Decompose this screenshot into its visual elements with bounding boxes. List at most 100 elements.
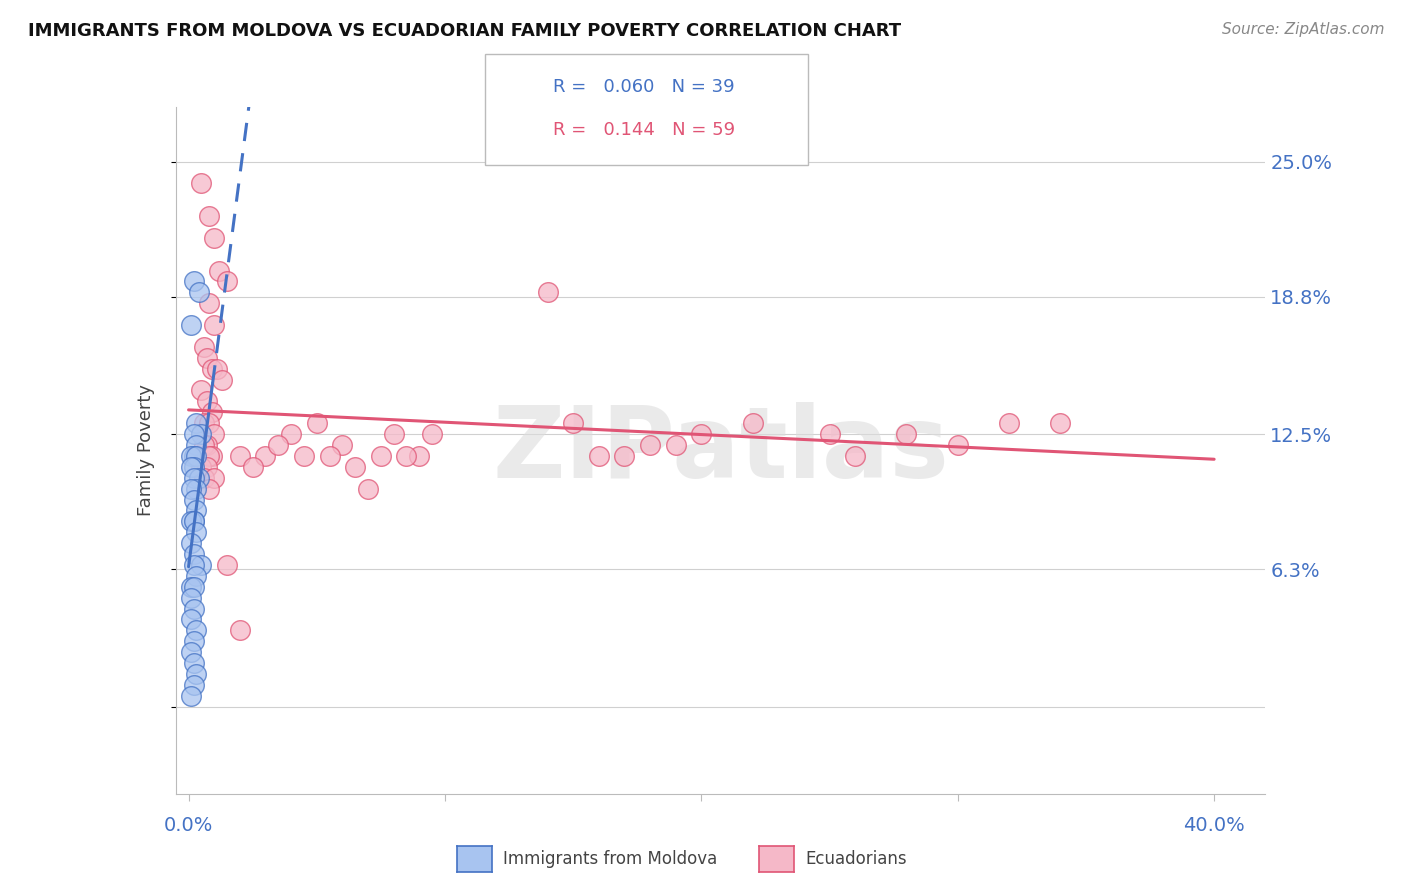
Point [588, 449, 610, 463]
Text: 40.0%: 40.0% [1184, 815, 1244, 835]
Point [202, 427, 225, 442]
Point [183, 275, 205, 289]
Point [180, 514, 202, 528]
Point [305, 416, 328, 430]
Point [613, 449, 636, 463]
Point [741, 416, 763, 430]
Point [180, 689, 202, 703]
Point [183, 459, 205, 474]
Point [186, 525, 208, 540]
Point [198, 482, 221, 496]
Point [180, 645, 202, 659]
Point [180, 580, 202, 594]
Point [201, 405, 224, 419]
Point [195, 438, 218, 452]
Point [186, 438, 208, 452]
Point [536, 285, 558, 300]
Point [229, 449, 252, 463]
Point [193, 471, 215, 485]
Point [202, 231, 225, 245]
Text: 0.0%: 0.0% [165, 815, 214, 835]
Point [844, 449, 866, 463]
Point [382, 427, 405, 442]
Point [183, 678, 205, 692]
Point [183, 449, 205, 463]
Point [202, 471, 225, 485]
Point [215, 558, 238, 572]
Point [201, 361, 224, 376]
Point [946, 438, 969, 452]
Point [183, 580, 205, 594]
Point [186, 503, 208, 517]
Point [195, 394, 218, 409]
Point [420, 427, 443, 442]
Point [180, 459, 202, 474]
Point [998, 416, 1021, 430]
Point [187, 285, 209, 300]
Point [205, 361, 228, 376]
Text: ZIPatlas: ZIPatlas [492, 402, 949, 499]
Y-axis label: Family Poverty: Family Poverty [136, 384, 155, 516]
Point [202, 318, 225, 332]
Point [193, 438, 215, 452]
Point [638, 438, 661, 452]
Point [183, 656, 205, 670]
Point [183, 514, 205, 528]
Point [198, 416, 221, 430]
Point [198, 449, 221, 463]
Point [370, 449, 392, 463]
Point [190, 427, 212, 442]
Point [267, 438, 290, 452]
Text: Ecuadorians: Ecuadorians [806, 850, 907, 868]
Point [229, 624, 252, 638]
Point [180, 449, 202, 463]
Point [562, 416, 585, 430]
Point [332, 438, 354, 452]
Point [180, 591, 202, 605]
Text: R =   0.060   N = 39: R = 0.060 N = 39 [553, 78, 734, 96]
Point [183, 634, 205, 648]
Point [180, 318, 202, 332]
Point [201, 449, 224, 463]
Text: IMMIGRANTS FROM MOLDOVA VS ECUADORIAN FAMILY POVERTY CORRELATION CHART: IMMIGRANTS FROM MOLDOVA VS ECUADORIAN FA… [28, 22, 901, 40]
Point [198, 209, 221, 223]
Point [1049, 416, 1071, 430]
Point [183, 492, 205, 507]
Point [198, 296, 221, 310]
Point [183, 547, 205, 561]
Point [254, 449, 277, 463]
Text: R =   0.144   N = 59: R = 0.144 N = 59 [553, 121, 735, 139]
Point [186, 624, 208, 638]
Point [183, 558, 205, 572]
Point [180, 536, 202, 550]
Point [186, 569, 208, 583]
Point [280, 427, 302, 442]
Point [195, 459, 218, 474]
Text: Immigrants from Moldova: Immigrants from Moldova [503, 850, 717, 868]
Point [186, 449, 208, 463]
Point [665, 438, 688, 452]
Point [190, 384, 212, 398]
Point [183, 514, 205, 528]
Point [215, 275, 238, 289]
Point [186, 667, 208, 681]
Point [195, 351, 218, 365]
Point [190, 459, 212, 474]
Point [183, 601, 205, 615]
Point [190, 558, 212, 572]
Point [395, 449, 418, 463]
Point [344, 459, 367, 474]
Point [318, 449, 340, 463]
Point [180, 482, 202, 496]
Point [208, 263, 231, 277]
Point [183, 427, 205, 442]
Point [211, 373, 233, 387]
Point [690, 427, 713, 442]
Point [357, 482, 380, 496]
Point [242, 459, 264, 474]
Point [292, 449, 315, 463]
Point [190, 177, 212, 191]
Point [186, 482, 208, 496]
Point [896, 427, 918, 442]
Point [180, 612, 202, 626]
